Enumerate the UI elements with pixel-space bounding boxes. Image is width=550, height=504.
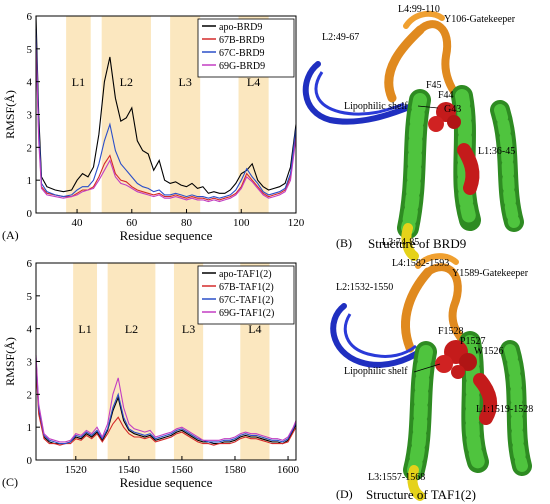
region-label-l2: L2 (125, 322, 138, 336)
legend-entry: 67C-TAF1(2) (219, 295, 274, 306)
y-tick-label: 1 (27, 175, 33, 187)
y-tick-label: 1 (27, 422, 33, 434)
panel-label-d: (D) (336, 487, 353, 501)
y-tick-label: 5 (27, 291, 33, 303)
series-line-67b-brd9 (35, 35, 297, 201)
label-gatekeeper-brd9: Y106-Gatekeeper (444, 14, 516, 25)
region-label-l2: L2 (120, 75, 133, 89)
label-l3-taf1: L3:1557-1568 (368, 472, 425, 483)
series-line-apo-brd9 (35, 15, 297, 194)
region-band-l2 (101, 16, 151, 213)
caption-brd9: Structure of BRD9 (368, 236, 466, 251)
x-tick-label: 1540 (118, 464, 141, 476)
x-tick-label: 1600 (277, 464, 300, 476)
label-p1527: P1527 (460, 336, 486, 347)
region-label-l3: L3 (182, 322, 195, 336)
legend-entry: apo-BRD9 (219, 22, 262, 33)
region-label-l4: L4 (248, 322, 261, 336)
y-tick-label: 3 (27, 357, 33, 369)
y-tick-label: 6 (27, 11, 33, 23)
x-tick-label: 1560 (171, 464, 194, 476)
label-w1526: W1526 (474, 346, 503, 357)
series-line-69g-brd9 (35, 42, 297, 203)
protein-ribbon-brd9 (302, 10, 524, 261)
series-line-67c-taf1-2- (35, 358, 297, 445)
y-tick-label: 0 (27, 208, 33, 220)
y-tick-label: 2 (27, 389, 33, 401)
region-label-l1: L1 (78, 322, 91, 336)
panel-label-b: (B) (336, 236, 352, 250)
label-f45: F45 (426, 80, 442, 91)
y-tick-label: 4 (27, 77, 33, 89)
legend-box (197, 18, 295, 78)
label-l3-brd9: L3:74-85 (382, 237, 419, 248)
y-tick-label: 2 (27, 142, 33, 154)
label-lipophilic-shelf-taf1: Lipophilic shelf (344, 366, 408, 377)
label-l1-taf1: L1:1519-1528 (476, 404, 533, 415)
label-l2-brd9: L2:49-67 (322, 32, 359, 43)
label-l2-taf1: L2:1532-1550 (336, 282, 393, 293)
region-label-l1: L1 (72, 75, 85, 89)
label-f1528: F1528 (438, 326, 464, 337)
label-gatekeeper-taf1: Y1589-Gatekeeper (452, 268, 529, 279)
region-band-l3 (170, 16, 201, 213)
legend-entry: 67B-TAF1(2) (219, 282, 274, 293)
x-tick-label: 100 (233, 217, 250, 229)
y-tick-label: 4 (27, 324, 33, 336)
region-label-l4: L4 (247, 75, 260, 89)
label-l1-brd9: L1:36-45 (478, 146, 515, 157)
region-band-l2 (107, 263, 156, 460)
label-g43: G43 (444, 104, 461, 115)
structure-brd9: L4:99-110 Y106-Gatekeeper L2:49-67 F45 F… (302, 4, 524, 261)
y-axis-label: RMSF(Å) (3, 90, 17, 139)
x-tick-label: 120 (288, 217, 305, 229)
series-line-69g-taf1-2- (35, 354, 297, 443)
x-axis-label: Residue sequence (120, 475, 213, 490)
y-tick-label: 6 (27, 258, 33, 270)
region-band-l1 (73, 263, 98, 460)
x-tick-label: 1520 (65, 464, 88, 476)
panel-label: (A) (2, 228, 19, 242)
legend-entry: apo-TAF1(2) (219, 269, 272, 280)
rmsf-chart-taf1: L1 L2 L3 L4 1520 1540 1560 1580 1600 0 1 2 3 4 5 6 Resid… (2, 258, 300, 490)
x-tick-label: 40 (72, 217, 84, 229)
structure-taf1: L4:1582-1593 Y1589-Gatekeeper L2:1532-15… (330, 253, 533, 502)
region-band-l1 (66, 16, 91, 213)
label-f44: F44 (438, 90, 454, 101)
label-lipophilic-shelf-brd9: Lipophilic shelf (344, 101, 408, 112)
legend-entry: 69G-BRD9 (219, 61, 265, 72)
rmsf-chart-brd9: L1 L2 L3 L4 40 60 80 100 120 0 1 2 3 4 5 6 Residue seque… (2, 11, 305, 243)
label-l4-taf1: L4:1582-1593 (392, 258, 449, 269)
caption-taf1: Structure of TAF1(2) (366, 487, 476, 502)
legend-entry: 67B-BRD9 (219, 35, 265, 46)
legend-entry: 69G-TAF1(2) (219, 308, 274, 319)
panel-label: (C) (2, 475, 18, 489)
series-line-apo-taf1-2- (35, 361, 297, 445)
region-label-l3: L3 (178, 75, 191, 89)
x-tick-label: 1580 (224, 464, 247, 476)
y-tick-label: 5 (27, 44, 33, 56)
y-tick-label: 0 (27, 455, 33, 467)
y-axis-label: RMSF(Å) (3, 337, 17, 386)
legend-box (197, 265, 295, 325)
x-tick-label: 60 (126, 217, 138, 229)
y-tick-label: 3 (27, 110, 33, 122)
x-axis-label: Residue sequence (120, 228, 213, 243)
series-line-67c-brd9 (35, 29, 297, 199)
protein-ribbon-taf1 (330, 253, 532, 501)
series-line-67b-taf1-2- (35, 368, 297, 446)
x-tick-label: 80 (181, 217, 193, 229)
label-l4-brd9: L4:99-110 (398, 4, 440, 15)
legend-entry: 67C-BRD9 (219, 48, 265, 59)
